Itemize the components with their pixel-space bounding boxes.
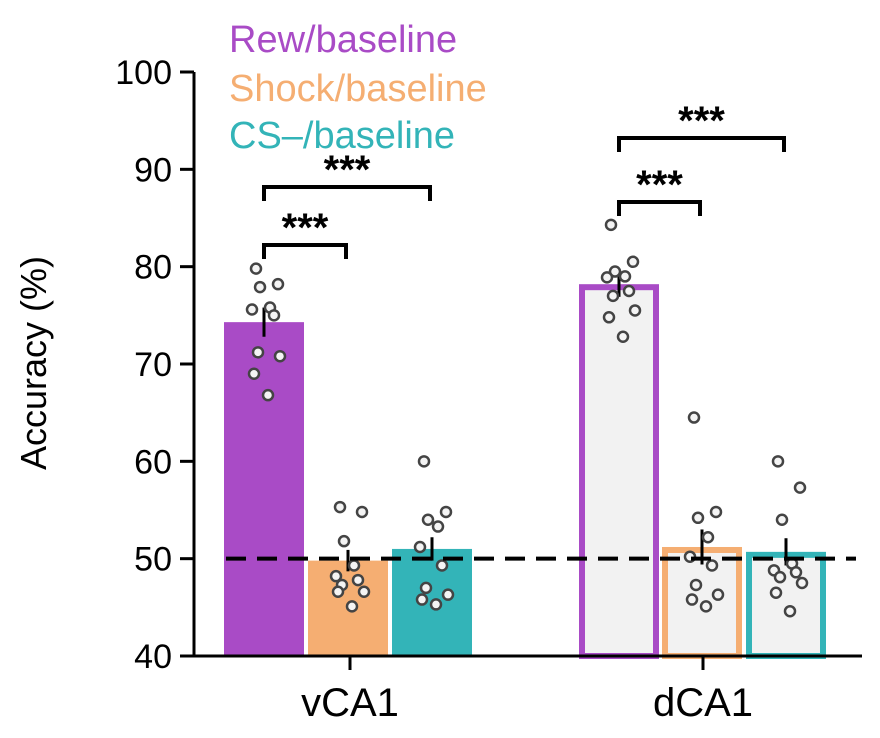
y-tick-label-60: 60 <box>134 443 172 481</box>
data-point-dCA1-1-6 <box>689 578 703 592</box>
data-point-dCA1-0-4 <box>600 271 614 284</box>
legend-entry-1: Shock/baseline <box>229 68 487 110</box>
data-point-vCA1-2-5 <box>435 559 449 572</box>
data-point-vCA1-0-2 <box>253 280 267 294</box>
data-point-vCA1-2-4 <box>413 540 427 554</box>
data-point-vCA1-2-7 <box>441 588 455 601</box>
data-point-vCA1-0-0 <box>249 262 263 275</box>
y-axis: 40 50 60 70 80 90 100 vCA1 dCA1 <box>115 54 862 725</box>
data-point-dCA1-1-0 <box>687 411 701 424</box>
data-point-dCA1-0-6 <box>606 289 620 303</box>
y-tick-label-40: 40 <box>134 638 172 676</box>
significance-bracket-2 <box>617 200 702 216</box>
data-point-vCA1-0-4 <box>245 303 259 316</box>
significance-bracket-1 <box>262 185 432 201</box>
data-point-dCA1-1-2 <box>691 511 705 525</box>
data-point-vCA1-1-2 <box>337 534 351 548</box>
bar-dCA1-2 <box>746 551 826 659</box>
data-point-dCA1-1-8 <box>685 593 699 606</box>
y-tick-label-50: 50 <box>134 541 172 579</box>
data-point-vCA1-1-9 <box>345 600 359 613</box>
bars-layer <box>224 284 826 660</box>
x-tick-label-vCA1: vCA1 <box>301 681 399 725</box>
data-point-dCA1-2-2 <box>775 513 789 526</box>
data-point-dCA1-0-5 <box>622 284 636 298</box>
y-tick-label-80: 80 <box>134 249 172 287</box>
error-bars-layer <box>262 271 788 572</box>
data-point-vCA1-2-8 <box>415 593 429 606</box>
data-point-dCA1-2-1 <box>793 481 807 494</box>
data-point-vCA1-1-1 <box>355 505 369 519</box>
data-point-dCA1-1-3 <box>701 531 715 544</box>
significance-bracket-3 <box>617 136 786 152</box>
data-point-dCA1-2-0 <box>771 455 785 468</box>
data-point-dCA1-0-0 <box>604 218 618 232</box>
x-tick-label-dCA1: dCA1 <box>653 681 753 725</box>
data-point-dCA1-2-8 <box>769 586 783 599</box>
data-point-dCA1-1-9 <box>699 600 713 613</box>
data-point-vCA1-1-0 <box>333 500 347 514</box>
legend-entry-2: CS–/baseline <box>229 115 455 157</box>
data-point-dCA1-2-6 <box>773 570 787 584</box>
significance-brackets: *** *** *** *** <box>262 99 786 259</box>
y-tick-label-90: 90 <box>134 151 172 189</box>
data-point-vCA1-0-9 <box>261 388 275 402</box>
significance-label-0: *** <box>282 206 329 250</box>
data-point-dCA1-2-5 <box>789 566 803 579</box>
data-point-vCA1-0-5 <box>267 309 281 322</box>
data-point-dCA1-1-1 <box>709 505 723 519</box>
data-point-vCA1-1-5 <box>351 573 365 587</box>
data-point-dCA1-1-7 <box>711 588 725 601</box>
bar-dCA1-0 <box>579 284 659 659</box>
data-point-vCA1-2-2 <box>421 513 435 526</box>
data-point-vCA1-0-8 <box>247 367 261 380</box>
data-point-dCA1-0-2 <box>608 265 622 278</box>
significance-label-1: *** <box>324 148 371 192</box>
data-point-vCA1-1-7 <box>357 585 371 599</box>
data-point-dCA1-1-5 <box>705 559 719 572</box>
data-point-vCA1-1-3 <box>347 559 361 572</box>
data-point-dCA1-0-3 <box>618 270 632 283</box>
bar-vCA1-0 <box>224 322 304 656</box>
data-point-vCA1-2-3 <box>431 520 445 533</box>
significance-bracket-0 <box>262 243 348 259</box>
data-point-dCA1-0-8 <box>602 311 616 324</box>
data-point-vCA1-2-0 <box>417 455 431 468</box>
data-point-vCA1-2-1 <box>439 505 453 519</box>
significance-label-3: *** <box>678 99 725 143</box>
significance-label-2: *** <box>636 163 683 207</box>
legend-entry-0: Rew/baseline <box>229 19 457 61</box>
data-point-vCA1-0-6 <box>251 346 265 359</box>
data-point-dCA1-0-9 <box>616 330 630 343</box>
data-point-vCA1-0-7 <box>273 349 287 363</box>
legend: Rew/baseline Shock/baseline CS–/baseline <box>229 19 487 157</box>
data-point-dCA1-2-9 <box>783 604 797 618</box>
data-point-dCA1-2-7 <box>795 576 809 590</box>
y-axis-title: Accuracy (%) <box>13 256 54 470</box>
y-tick-label-100: 100 <box>115 54 172 92</box>
data-point-vCA1-2-9 <box>429 598 443 611</box>
data-point-vCA1-0-1 <box>271 277 285 291</box>
data-point-vCA1-1-8 <box>331 585 345 599</box>
y-tick-label-70: 70 <box>134 346 172 384</box>
data-point-vCA1-1-4 <box>329 569 343 583</box>
data-point-dCA1-0-7 <box>628 304 642 317</box>
data-point-vCA1-2-6 <box>419 581 433 595</box>
data-point-dCA1-0-1 <box>626 255 640 269</box>
